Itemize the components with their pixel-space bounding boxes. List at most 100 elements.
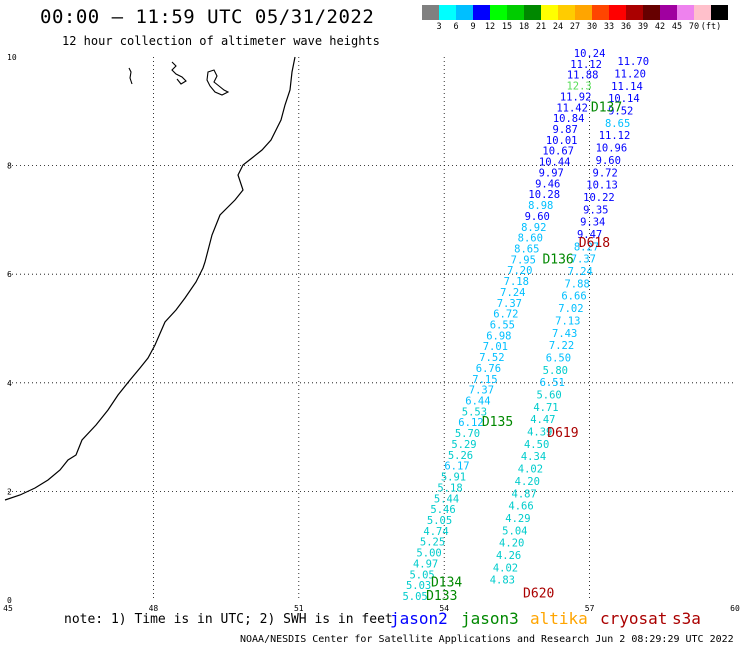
satellite-legend-item: jason3 <box>461 609 519 628</box>
wave-height-value: 5.44 <box>434 493 459 505</box>
y-tick-label: 8 <box>7 162 12 171</box>
wave-height-value: 5.29 <box>451 439 476 451</box>
legend-swatch <box>541 5 558 20</box>
legend-label: 42 <box>654 22 666 32</box>
wave-height-value: 6.44 <box>465 396 490 408</box>
wave-height-value: 6.55 <box>490 320 515 332</box>
legend-label: 24 <box>552 22 564 32</box>
wave-height-value: 7.37 <box>571 254 596 266</box>
legend-swatch <box>677 5 694 20</box>
wave-height-value: 6.76 <box>476 363 501 375</box>
wave-height-value: 8.98 <box>528 200 553 212</box>
wave-height-value: 7.01 <box>483 341 508 353</box>
wave-height-value: 10.14 <box>608 93 640 105</box>
wave-height-value: 5.60 <box>536 390 561 402</box>
track-label: D618 <box>579 236 610 251</box>
y-tick-label: 2 <box>7 487 12 496</box>
wave-height-value: 6.17 <box>444 461 469 473</box>
x-tick-label: 45 <box>3 604 13 613</box>
credit-line: NOAA/NESDIS Center for Satellite Applica… <box>240 634 734 645</box>
legend-label: 3 <box>436 22 442 32</box>
legend-label: 6 <box>453 22 459 32</box>
wave-height-value: 5.18 <box>437 482 462 494</box>
wave-height-value: 4.02 <box>493 562 518 574</box>
wave-height-value: 7.15 <box>472 374 497 386</box>
y-tick-label: 0 <box>7 596 12 605</box>
wave-height-value: 11.92 <box>560 91 592 103</box>
legend-swatch <box>643 5 660 20</box>
coastline-path <box>4 56 296 501</box>
legend-label: 12 <box>484 22 496 32</box>
wave-height-value: 11.12 <box>599 130 631 142</box>
wave-height-value: 7.24 <box>568 266 593 278</box>
legend-swatch <box>558 5 575 20</box>
legend-label: (ft) <box>700 22 722 32</box>
wave-height-value: 7.37 <box>497 298 522 310</box>
satellite-legend-item: altika <box>530 609 588 628</box>
legend-swatch <box>524 5 541 20</box>
island-3 <box>206 69 230 96</box>
y-tick-label: 10 <box>7 53 17 62</box>
wave-height-value: 11.20 <box>614 68 646 80</box>
wave-height-value: 12.3 <box>566 81 591 93</box>
legend-swatch <box>490 5 507 20</box>
wave-height-value: 4.50 <box>524 439 549 451</box>
wave-height-value: 7.22 <box>549 340 574 352</box>
wave-height-value: 4.66 <box>508 501 533 513</box>
legend-label: 39 <box>637 22 649 32</box>
track-label: D133 <box>426 589 457 604</box>
wave-height-value: 5.53 <box>462 406 487 418</box>
satellite-legend-item: s3a <box>672 609 701 628</box>
legend-swatch <box>592 5 609 20</box>
legend-swatch <box>422 5 439 20</box>
island-2 <box>171 61 187 85</box>
legend-swatch <box>609 5 626 20</box>
wave-height-value: 9.72 <box>593 167 618 179</box>
wave-height-value: 9.60 <box>525 211 550 223</box>
wave-height-value: 7.88 <box>564 278 589 290</box>
wave-height-value: 5.05 <box>409 569 434 581</box>
wave-height-value: 4.87 <box>512 488 537 500</box>
wave-height-value: 7.24 <box>500 287 525 299</box>
axis-tick-labels: 45 48 51 54 57 60 0 2 4 6 8 10 <box>3 53 740 613</box>
wave-height-value: 9.52 <box>608 106 633 118</box>
wave-height-value: 6.98 <box>486 330 511 342</box>
wave-height-value: 5.26 <box>448 450 473 462</box>
legend-swatch <box>660 5 677 20</box>
wave-height-value: 10.67 <box>542 146 574 158</box>
track-label: D137 <box>591 100 622 115</box>
y-tick-label: 4 <box>7 379 12 388</box>
legend-swatch <box>456 5 473 20</box>
wave-height-value: 5.05 <box>427 515 452 527</box>
wave-height-value: 8.65 <box>514 243 539 255</box>
wave-height-value: 9.97 <box>539 167 564 179</box>
wave-height-value: 5.25 <box>420 537 445 549</box>
legend-label: 15 <box>501 22 513 32</box>
wave-height-value: 7.18 <box>504 276 529 288</box>
wave-height-value: 6.12 <box>458 417 483 429</box>
track-label: D619 <box>547 426 578 441</box>
legend-label: 18 <box>518 22 530 32</box>
island-1 <box>128 67 133 85</box>
wave-height-value: 9.46 <box>535 178 560 190</box>
legend-swatch <box>575 5 592 20</box>
wave-height-value: 10.44 <box>539 157 571 169</box>
footnote: note: 1) Time is in UTC; 2) SWH is in fe… <box>64 612 393 627</box>
wave-height-value: 10.84 <box>553 113 585 125</box>
wave-height-value: 5.03 <box>406 580 431 592</box>
wave-height-value: 11.14 <box>611 81 643 93</box>
wave-height-value: 4.20 <box>499 538 524 550</box>
wave-height-value: 10.22 <box>583 192 615 204</box>
legend-label: 33 <box>603 22 615 32</box>
wave-height-value: 5.04 <box>502 525 527 537</box>
color-legend <box>422 5 728 20</box>
wave-height-value: 7.52 <box>479 352 504 364</box>
wave-height-value: 4.74 <box>423 526 448 538</box>
wave-height-value: 9.47 <box>577 229 602 241</box>
wave-height-value: 7.02 <box>558 303 583 315</box>
x-tick-label: 51 <box>294 604 304 613</box>
wave-height-value: 11.42 <box>556 102 588 114</box>
wave-height-value: 8.65 <box>605 118 630 130</box>
x-tick-label: 54 <box>439 604 449 613</box>
legend-label: 70 <box>688 22 700 32</box>
